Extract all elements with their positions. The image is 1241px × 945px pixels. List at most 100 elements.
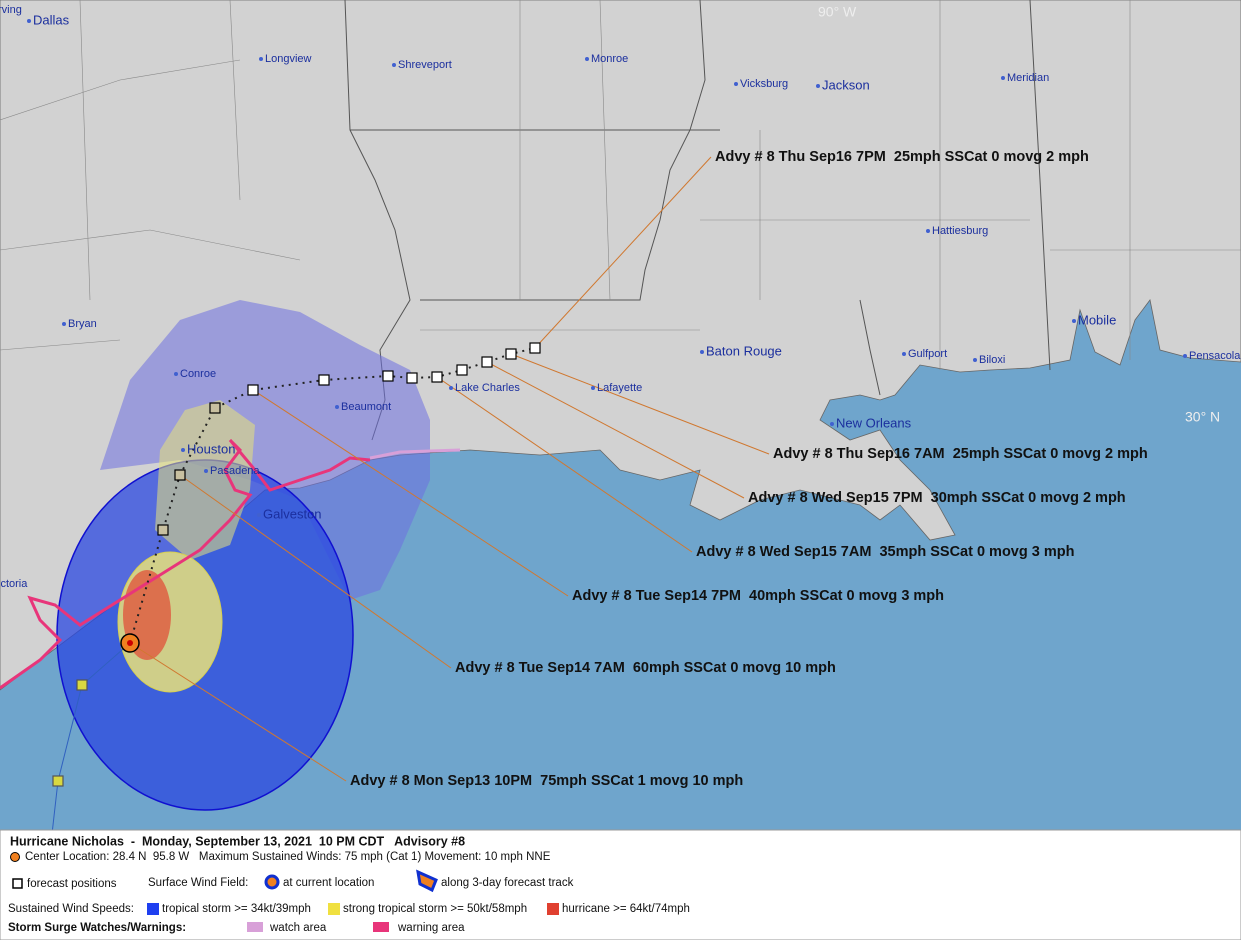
swatch <box>373 922 389 932</box>
city-dot <box>1001 76 1005 80</box>
county-lines <box>0 0 1241 370</box>
legend-text: at current location <box>283 877 374 889</box>
surge-watch-area <box>369 448 461 460</box>
city-label: Hattiesburg <box>932 225 988 237</box>
cone-icon <box>416 869 438 893</box>
city-dot <box>585 57 589 61</box>
city-dot <box>1183 354 1187 358</box>
swatch <box>547 903 559 915</box>
city-dot <box>335 405 339 409</box>
legend-text: along 3-day forecast track <box>441 877 574 889</box>
city-label: Pensacola <box>1189 350 1241 362</box>
current-center <box>120 633 140 653</box>
advisory-labels: Advy # 8 Thu Sep16 7PM 25mph SSCat 0 mov… <box>350 149 1148 789</box>
legend-text: warning area <box>397 922 465 934</box>
city-label: Longview <box>265 53 312 65</box>
city-label: Vicksburg <box>740 78 788 90</box>
city-label: Galveston <box>263 506 322 521</box>
city-label: Meridian <box>1007 72 1049 84</box>
city-dot <box>62 322 66 326</box>
state-line <box>859 299 881 396</box>
city-label: New Orleans <box>836 415 912 430</box>
leader-line <box>486 361 745 499</box>
state-line <box>420 0 706 301</box>
center-info: Center Location: 28.4 N 95.8 W Maximum S… <box>25 851 551 863</box>
city-dot <box>174 372 178 376</box>
center-icon <box>10 852 20 862</box>
city-dot <box>392 63 396 67</box>
legend-text: Surface Wind Field: <box>148 877 248 889</box>
leader-line <box>129 642 347 782</box>
city-dot <box>259 57 263 61</box>
forecast-square <box>456 364 468 376</box>
advisory-label: Advy # 8 Wed Sep15 7AM 35mph SSCat 0 mov… <box>696 544 1074 560</box>
forecast-square <box>382 370 394 382</box>
advisory-label: Advy # 8 Thu Sep16 7AM 25mph SSCat 0 mov… <box>773 446 1148 462</box>
leader-line <box>179 474 452 669</box>
forecast-square <box>247 384 259 396</box>
advisory-label: Advy # 8 Tue Sep14 7PM 40mph SSCat 0 mov… <box>572 588 944 604</box>
city-label: Lake Charles <box>455 382 520 394</box>
city-label: Pasadena <box>210 465 260 477</box>
forecast-cone <box>100 300 430 600</box>
city-dot <box>181 448 185 452</box>
city-label: Conroe <box>180 368 216 380</box>
city-dot <box>591 386 595 390</box>
forecast-square <box>505 348 517 360</box>
city-label: Houston <box>187 441 235 456</box>
forecast-square <box>52 775 64 787</box>
longitude-label: 90° W <box>818 4 857 20</box>
city-dot <box>257 513 261 517</box>
wind-icon <box>264 874 280 890</box>
legend-text: hurricane >= 64kt/74mph <box>562 903 690 915</box>
legend-text: watch area <box>269 922 327 934</box>
forecast-square <box>406 372 418 384</box>
city-label: Jackson <box>822 77 870 92</box>
city-label: Biloxi <box>979 354 1005 366</box>
city-label: Monroe <box>591 53 628 65</box>
forecast-square <box>174 469 186 481</box>
city-dot <box>700 350 704 354</box>
city-dot <box>449 386 453 390</box>
city-dot <box>830 422 834 426</box>
legend-text: forecast positions <box>27 878 117 890</box>
leader-line <box>252 389 569 597</box>
swatch <box>247 922 263 932</box>
city-label: rving <box>0 4 22 16</box>
city-label: Mobile <box>1078 312 1116 327</box>
advisory-label: Advy # 8 Thu Sep16 7PM 25mph SSCat 0 mov… <box>715 149 1089 165</box>
legend-text: Storm Surge Watches/Warnings: <box>8 922 186 934</box>
city-dot <box>926 229 930 233</box>
city-label: Lafayette <box>597 382 642 394</box>
forecast-square <box>209 402 221 414</box>
advisory-label: Advy # 8 Mon Sep13 10PM 75mph SSCat 1 mo… <box>350 773 743 789</box>
leader-line <box>510 353 770 455</box>
leader-lines <box>129 156 770 782</box>
city-label: Gulfport <box>908 348 947 360</box>
forecast-square <box>529 342 541 354</box>
forecast-positions <box>52 342 541 787</box>
forecast-square <box>76 679 88 691</box>
city-labels: rving Dallas Longview Shreveport Monroe Vicks… <box>0 4 1241 590</box>
city-label: Bryan <box>68 318 97 330</box>
legend-text: Sustained Wind Speeds: <box>8 903 134 915</box>
forecast-square <box>318 374 330 386</box>
city-dot <box>973 358 977 362</box>
legend-text: tropical storm >= 34kt/39mph <box>162 903 311 915</box>
forecast-square <box>481 356 493 368</box>
legend-text: strong tropical storm >= 50kt/58mph <box>343 903 527 915</box>
legend-title: Hurricane Nicholas - Monday, September 1… <box>10 834 465 848</box>
advisory-label: Advy # 8 Tue Sep14 7AM 60mph SSCat 0 mov… <box>455 660 836 676</box>
leader-line <box>534 156 712 349</box>
city-dot <box>204 469 208 473</box>
city-label: Shreveport <box>398 59 452 71</box>
latitude-label: 30° N <box>1185 409 1220 425</box>
forecast-square <box>431 371 443 383</box>
swatch <box>328 903 340 915</box>
surge-warning-area <box>0 438 371 690</box>
city-dot <box>902 352 906 356</box>
forecast-icon <box>12 878 23 889</box>
forecast-square <box>157 524 169 536</box>
advisory-label: Advy # 8 Wed Sep15 7PM 30mph SSCat 0 mov… <box>748 490 1126 506</box>
